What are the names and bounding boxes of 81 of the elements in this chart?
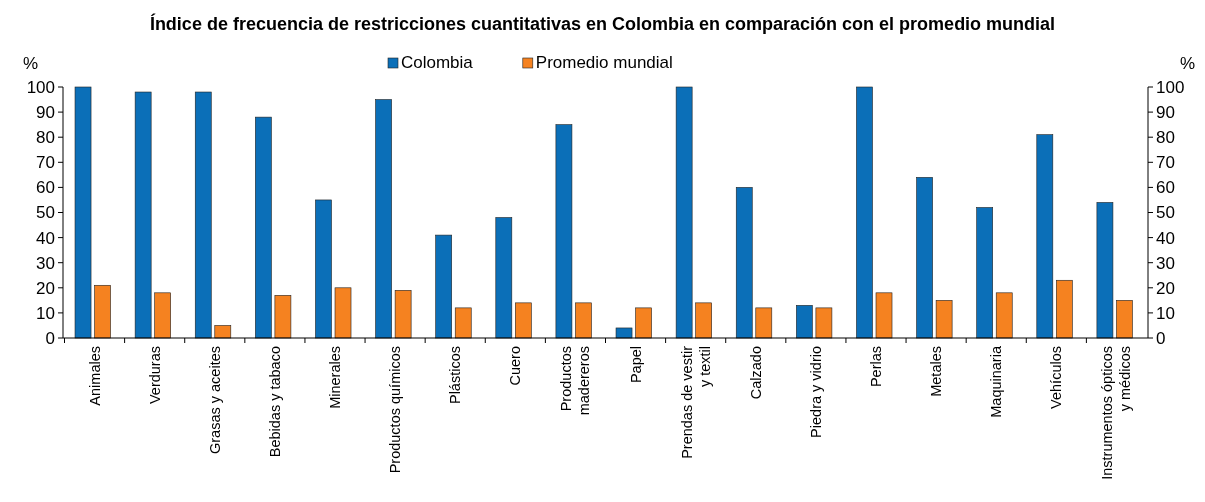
bar — [94, 284, 111, 339]
x-tick-label: Bebidas y tabaco — [266, 346, 283, 458]
bar — [1116, 300, 1133, 339]
y2-tick-label: 10 — [1156, 303, 1175, 323]
bar — [695, 302, 712, 339]
bar — [214, 325, 232, 339]
y2-tick-label: 70 — [1156, 153, 1175, 173]
bar — [394, 290, 412, 339]
x-tick-label: Minerales — [327, 346, 343, 409]
bar — [935, 300, 953, 339]
bar — [815, 307, 833, 339]
x-tick-label: Metales — [928, 346, 945, 397]
bar — [635, 307, 652, 339]
y2-tick-label: 20 — [1156, 278, 1175, 298]
y2-tick-label: 30 — [1156, 253, 1175, 273]
y-tick-label: 100 — [26, 77, 55, 97]
bar — [1036, 134, 1054, 339]
bar — [1056, 279, 1073, 339]
x-tick-label: Prendas de vestir y textil — [678, 345, 713, 459]
x-tick-label: Verduras — [146, 346, 163, 405]
x-tick-label: Productos químicos — [387, 346, 404, 474]
x-tick-label: Grasas y aceites — [206, 346, 223, 454]
bar — [675, 86, 693, 339]
bar — [194, 91, 212, 339]
x-tick-label: Calzado — [747, 346, 764, 400]
bar — [334, 287, 352, 339]
bar — [74, 86, 92, 339]
x-tick-label: Vehículos — [1048, 346, 1065, 409]
y-tick-label: 20 — [36, 278, 55, 298]
bar — [995, 292, 1013, 339]
bar — [134, 91, 152, 339]
bar — [976, 207, 993, 339]
x-tick-label: Piedra y vidrio — [807, 346, 824, 438]
y2-tick-label: 100 — [1156, 77, 1185, 97]
x-tick-label: Instrumentos ópticos y médicos — [1099, 346, 1134, 480]
bar — [755, 307, 773, 339]
y2-tick-label: 0 — [1156, 328, 1166, 348]
x-tick-label: Productos madereros — [558, 346, 593, 416]
bar — [796, 305, 813, 339]
y2-tick-label: 80 — [1156, 128, 1175, 148]
bar — [875, 292, 893, 339]
bar — [555, 124, 573, 339]
y-axis-title: % — [23, 54, 39, 73]
bar — [615, 327, 633, 339]
y-tick-label: 10 — [36, 303, 55, 323]
bar — [735, 187, 753, 339]
chart-title: Índice de frecuencia de restricciones cuantitativas en Colombia en comparación con el promedio mundial — [149, 13, 1056, 34]
x-tick-label: Cuero — [507, 346, 524, 386]
y2-axis-title: % — [1180, 54, 1196, 73]
x-tick-label: Animales — [86, 346, 103, 406]
y2-tick-label: 50 — [1156, 203, 1175, 223]
bar — [315, 199, 332, 339]
x-tick-label: Papel — [627, 346, 644, 384]
bar — [435, 234, 453, 339]
y-tick-label: 60 — [36, 178, 55, 198]
y-tick-label: 50 — [36, 203, 55, 223]
bar — [575, 302, 592, 339]
y-tick-label: 0 — [45, 328, 55, 348]
y2-tick-label: 90 — [1156, 103, 1175, 123]
y-tick-label: 30 — [36, 253, 55, 273]
bar — [255, 116, 272, 339]
y-tick-label: 40 — [36, 228, 55, 248]
y-tick-label: 70 — [36, 153, 55, 173]
bar — [515, 302, 532, 339]
bar — [274, 295, 292, 339]
bar — [454, 307, 472, 339]
y2-tick-label: 40 — [1156, 228, 1175, 248]
bar — [375, 99, 392, 339]
y-tick-label: 80 — [36, 128, 55, 148]
bar — [1096, 202, 1114, 339]
x-tick-label: Maquinaria — [988, 345, 1005, 418]
legend-label: Promedio mundial — [535, 53, 673, 72]
y2-tick-label: 60 — [1156, 178, 1175, 198]
x-tick-label: Perlas — [868, 346, 884, 388]
x-tick-label: Plásticos — [447, 346, 464, 405]
y-tick-label: 90 — [36, 103, 55, 123]
legend-label: Colombia — [401, 53, 474, 72]
bar — [154, 292, 171, 339]
bar — [916, 177, 933, 339]
bar — [856, 86, 873, 339]
bar — [495, 217, 513, 339]
